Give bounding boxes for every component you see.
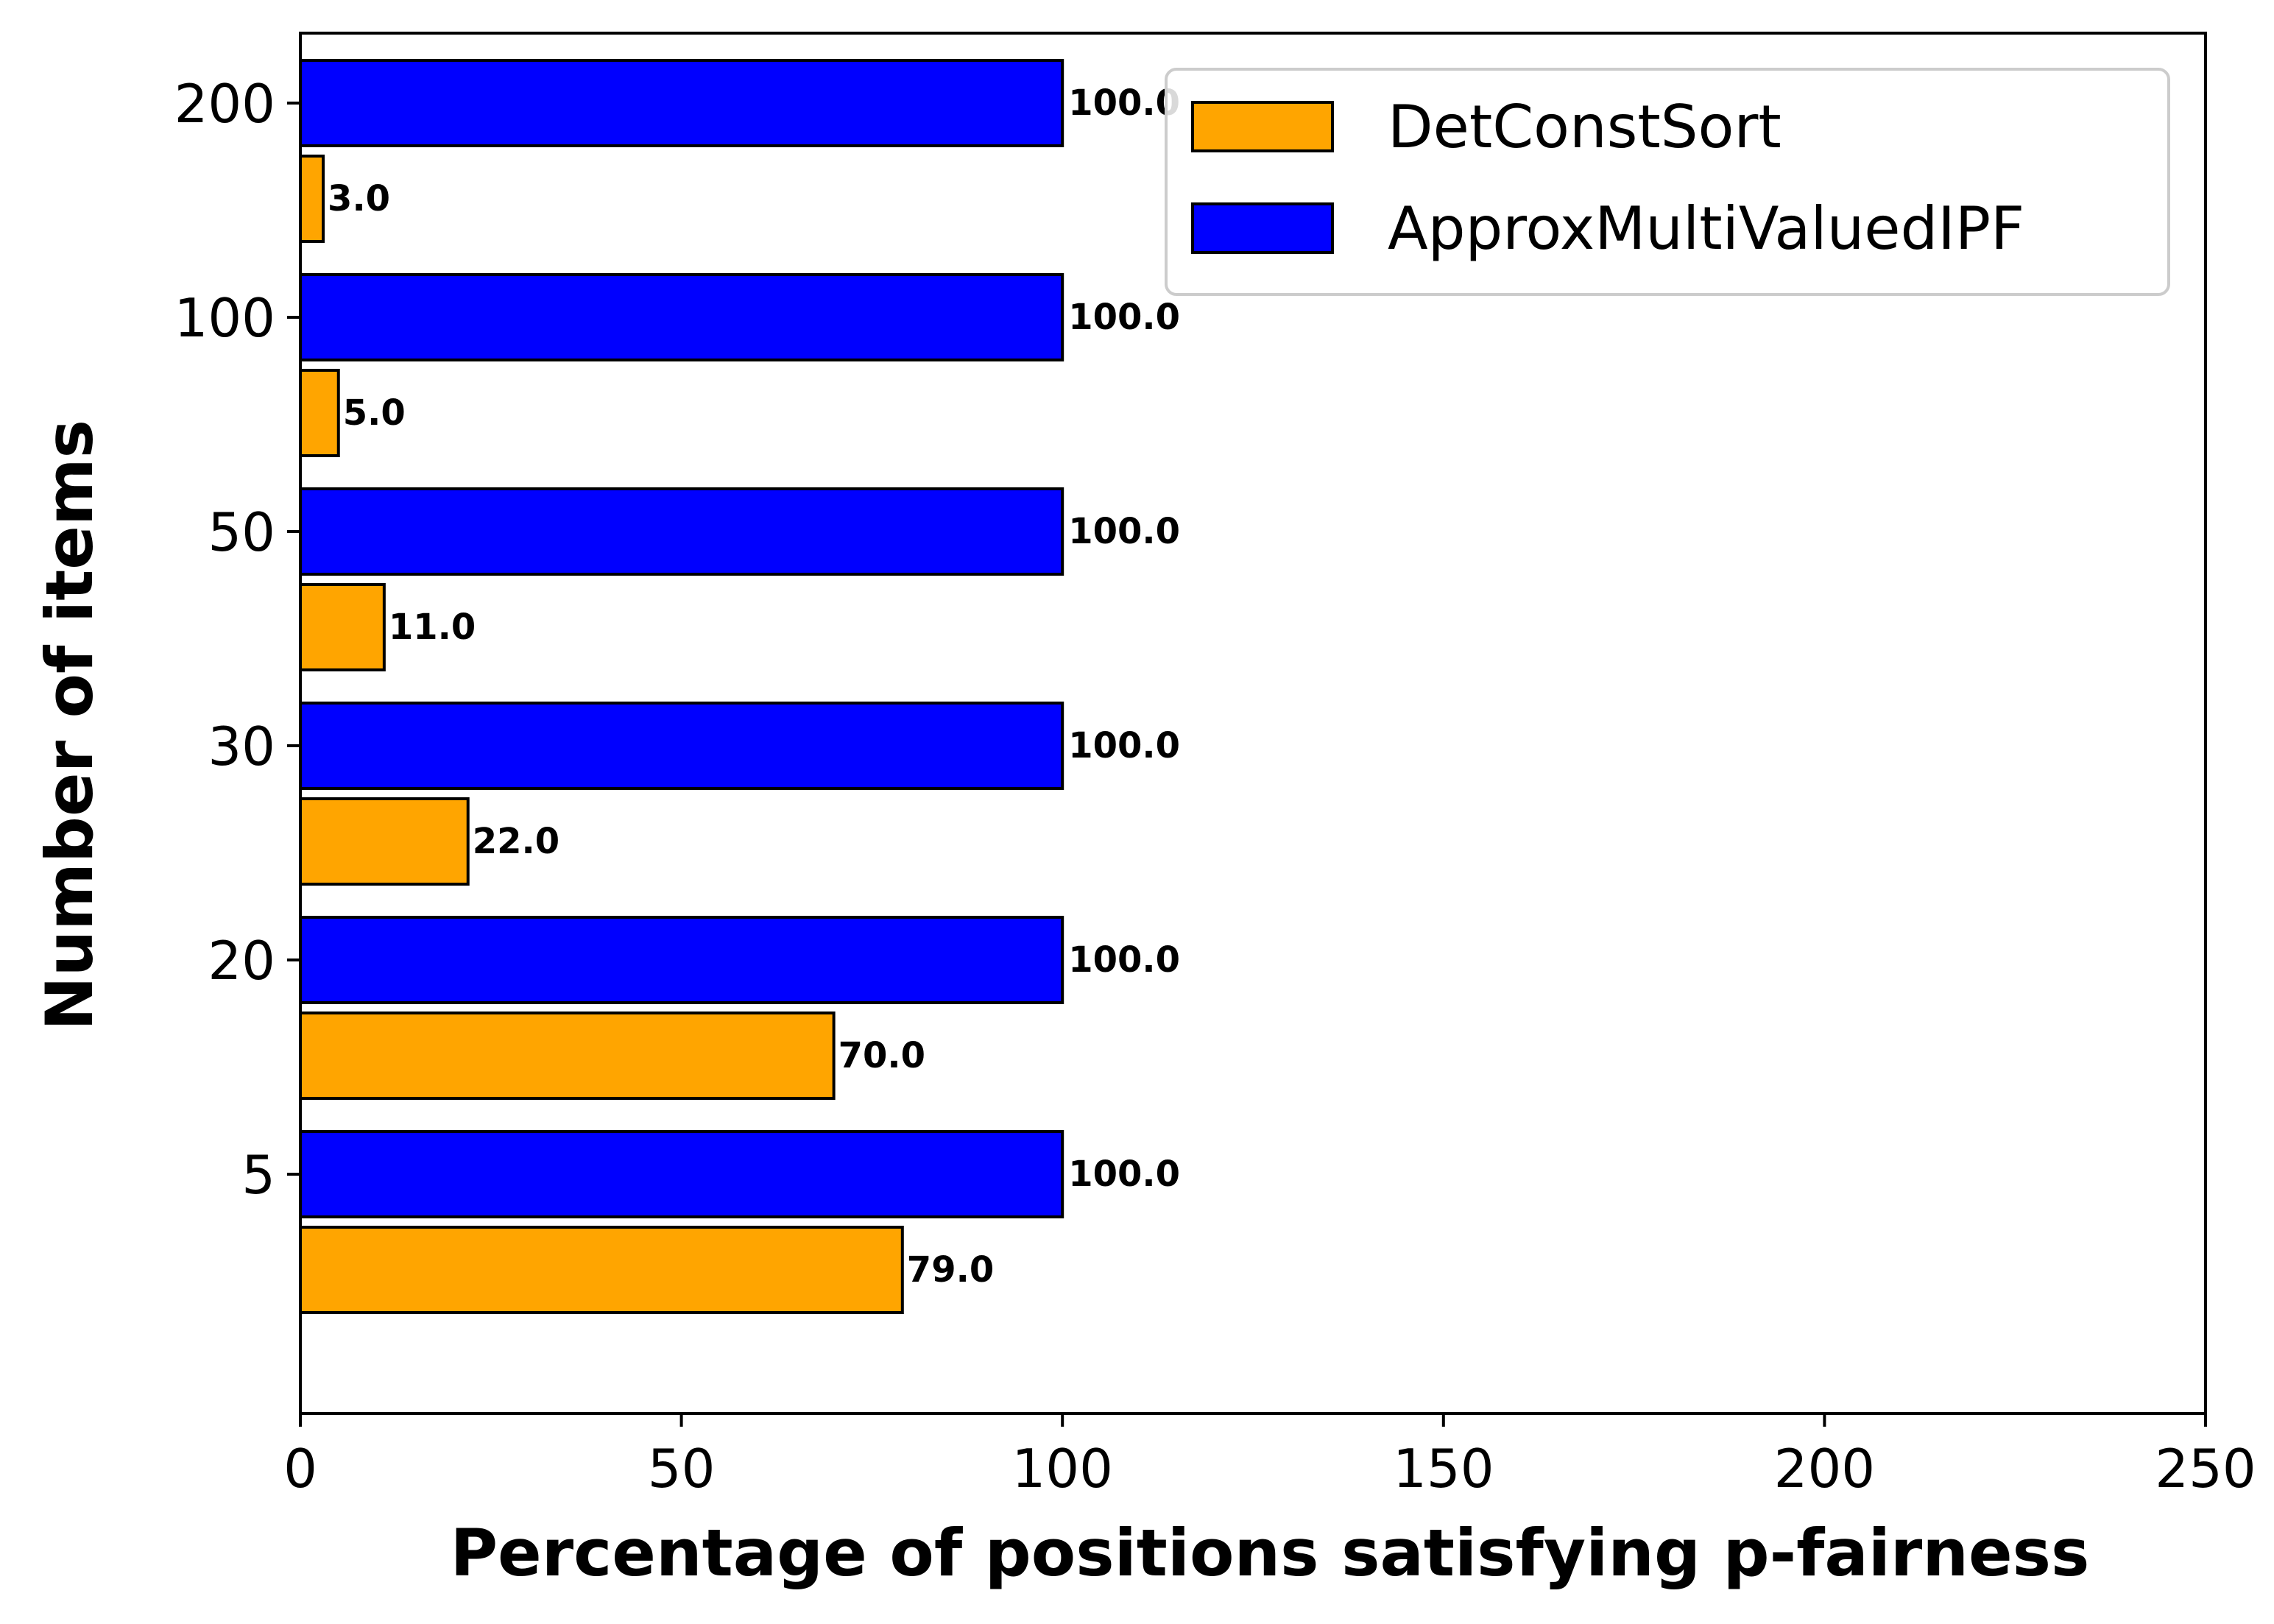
bar-approxmultivaluedipf-50 <box>299 487 1064 576</box>
legend-label-detconstsort: DetConstSort <box>1388 93 1782 161</box>
data-label-detconstsort-200: 3.0 <box>328 178 390 219</box>
bar-detconstsort-30 <box>299 797 470 886</box>
bar-approxmultivaluedipf-30 <box>299 702 1064 790</box>
legend-swatch-approxmultivaluedipf <box>1191 202 1334 254</box>
y-tick-label-20: 20 <box>208 930 275 992</box>
bar-detconstsort-5 <box>299 1226 904 1314</box>
data-labels-group: 100.0 79.0 100.0 70.0 100.0 22.0 100.0 11.0 100.… <box>328 82 1180 1291</box>
y-tick-label-200: 200 <box>174 73 275 135</box>
x-axis-title: Percentage of positions satisfying p-fai… <box>451 1515 2090 1591</box>
data-label-approxmultivaluedipf-200: 100.0 <box>1068 82 1180 124</box>
y-tick-label-100: 100 <box>174 287 275 349</box>
y-axis-title: Number of items <box>32 420 107 1031</box>
x-tick-label-100: 100 <box>1011 1438 1112 1500</box>
data-label-approxmultivaluedipf-30: 100.0 <box>1068 725 1180 766</box>
data-label-detconstsort-100: 5.0 <box>343 392 406 434</box>
x-tick-label-200: 200 <box>1774 1438 1875 1500</box>
y-tick-label-5: 5 <box>241 1144 275 1206</box>
bar-detconstsort-200 <box>299 155 325 243</box>
legend-swatch-detconstsort <box>1191 101 1334 152</box>
data-label-approxmultivaluedipf-20: 100.0 <box>1068 939 1180 981</box>
data-label-detconstsort-30: 22.0 <box>473 821 559 862</box>
bar-approxmultivaluedipf-5 <box>299 1130 1064 1218</box>
data-label-approxmultivaluedipf-5: 100.0 <box>1068 1154 1180 1195</box>
bar-detconstsort-20 <box>299 1012 836 1100</box>
x-tick-label-150: 150 <box>1393 1438 1494 1500</box>
data-label-detconstsort-50: 11.0 <box>389 607 476 648</box>
x-tick-label-50: 50 <box>648 1438 716 1500</box>
data-label-detconstsort-20: 70.0 <box>838 1035 925 1076</box>
data-label-detconstsort-5: 79.0 <box>907 1249 994 1291</box>
y-tick-label-50: 50 <box>208 501 275 563</box>
data-label-approxmultivaluedipf-100: 100.0 <box>1068 297 1180 338</box>
bar-detconstsort-50 <box>299 583 386 671</box>
bar-approxmultivaluedipf-100 <box>299 273 1064 361</box>
x-axis: 0 50 100 150 200 250 <box>283 1413 2256 1500</box>
bar-approxmultivaluedipf-200 <box>299 59 1064 147</box>
bar-approxmultivaluedipf-20 <box>299 916 1064 1004</box>
plot-frame <box>299 32 2207 1415</box>
x-tick-label-250: 250 <box>2155 1438 2256 1500</box>
y-axis: 5 20 30 50 100 200 <box>174 73 300 1206</box>
legend-label-approxmultivaluedipf: ApproxMultiValuedIPF <box>1388 194 2024 263</box>
legend: DetConstSort ApproxMultiValuedIPF <box>1165 68 2170 296</box>
data-label-approxmultivaluedipf-50: 100.0 <box>1068 511 1180 552</box>
x-tick-label-0: 0 <box>283 1438 317 1500</box>
bar-detconstsort-100 <box>299 369 340 457</box>
bars-group <box>299 59 1064 1314</box>
y-tick-label-30: 30 <box>208 716 275 777</box>
legend-box <box>1165 68 2170 296</box>
